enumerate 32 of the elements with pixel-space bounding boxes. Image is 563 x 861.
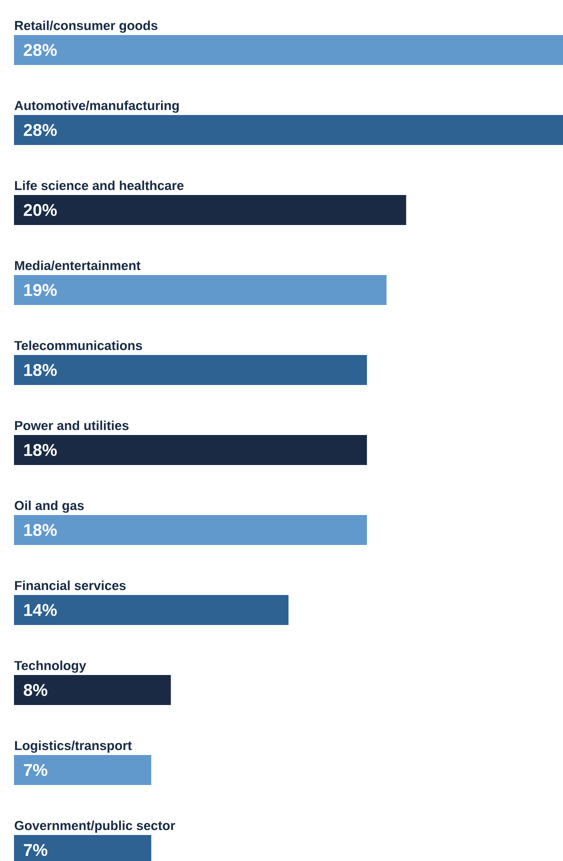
data-label: 19% xyxy=(24,284,57,296)
data-label: 8% xyxy=(24,684,48,696)
data-label: 14% xyxy=(24,604,57,616)
y-tick-label: Media/entertainment xyxy=(15,260,140,270)
bar xyxy=(14,115,563,145)
bar xyxy=(14,515,367,546)
bar xyxy=(14,35,563,65)
bar xyxy=(14,275,387,306)
data-label: 7% xyxy=(24,844,48,856)
bar xyxy=(14,755,152,786)
data-label: 28% xyxy=(24,44,57,56)
y-tick-label: Technology xyxy=(14,660,86,673)
y-tick-label: Telecommunications xyxy=(14,340,142,350)
bar xyxy=(14,675,171,706)
y-tick-label: Oil and gas xyxy=(14,500,84,513)
y-tick-label: Logistics/transport xyxy=(15,740,132,753)
data-label: 18% xyxy=(24,364,57,376)
data-label: 18% xyxy=(24,444,57,456)
data-label: 28% xyxy=(24,124,57,136)
data-label: 7% xyxy=(24,764,48,776)
y-tick-label: Financial services xyxy=(15,580,126,590)
y-tick-label: Power and utilities xyxy=(15,420,129,430)
y-tick-label: Automotive/manufacturing xyxy=(14,100,179,113)
bar xyxy=(14,595,288,626)
bar xyxy=(14,435,367,466)
data-label: 20% xyxy=(24,204,57,216)
data-label: 18% xyxy=(24,524,57,536)
y-tick-label: Retail/consumer goods xyxy=(15,20,158,33)
y-tick-label: Government/public sector xyxy=(14,820,176,833)
y-tick-label: Life science and healthcare xyxy=(15,180,184,190)
bar xyxy=(14,355,367,386)
bar xyxy=(14,195,406,226)
